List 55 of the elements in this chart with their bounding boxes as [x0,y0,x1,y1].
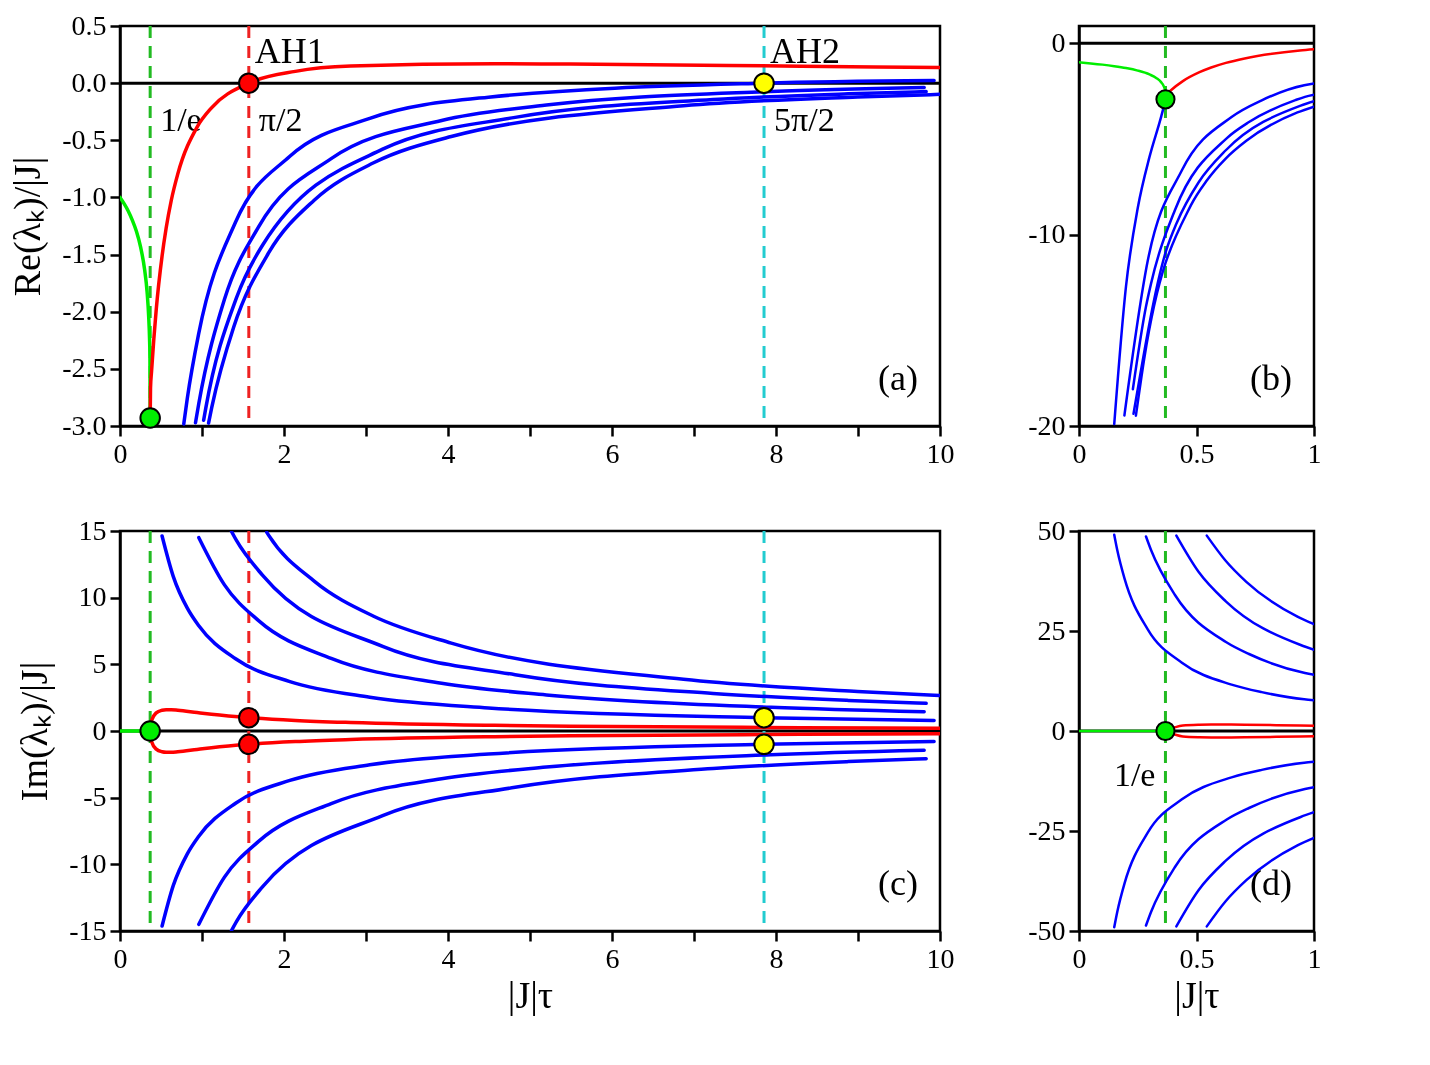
annotation: AH1 [254,31,325,72]
x-tick-label: 1 [1307,942,1322,974]
ref-line-label: 1/e [160,101,202,138]
y-tick-label: 0 [92,714,107,746]
annotation: (c) [878,863,918,903]
annotation: (d) [1250,863,1292,903]
x-tick-label: 1 [1307,437,1322,469]
y-tick-label: -1.0 [62,180,107,212]
x-tick-label: 2 [277,942,292,974]
x-tick-label: 0 [113,942,128,974]
y-tick-label: -25 [1028,814,1066,846]
y-tick-label: -20 [1028,409,1066,441]
y-tick-label: -10 [1028,218,1066,250]
x-tick-label: 4 [441,942,456,974]
annotation: (b) [1250,358,1292,398]
x-tick-label: 10 [926,942,955,974]
x-axis-title: |J|τ [507,973,554,1016]
x-tick-label: 8 [769,942,784,974]
x-tick-label: 0.5 [1179,437,1215,469]
x-tick-label: 4 [441,437,456,469]
x-tick-label: 0.5 [1179,942,1215,974]
x-tick-label: 0 [1072,942,1087,974]
ref-line-label: 1/e [1113,756,1156,793]
y-axis-title: Re(λₖ)/|J| [6,156,50,297]
x-axis-title: |J|τ [1174,973,1220,1016]
y-tick-label: -2.5 [62,352,107,384]
y-tick-label: 50 [1037,514,1066,546]
y-tick-label: 0 [1051,714,1066,746]
y-tick-label: -1.5 [62,238,107,270]
x-tick-label: 6 [605,437,620,469]
x-tick-label: 0 [1072,437,1087,469]
y-tick-label: 25 [1037,614,1066,646]
y-tick-label: 0.0 [71,66,107,98]
x-tick-label: 8 [769,437,784,469]
y-tick-label: -50 [1028,914,1066,946]
y-tick-label: 5 [92,647,107,679]
annotation: (a) [878,358,918,398]
x-tick-label: 10 [926,437,955,469]
y-axis-title: Im(λₖ)/|J| [13,661,57,802]
ref-line-label: π/2 [258,101,303,138]
x-tick-label: 6 [605,942,620,974]
y-tick-label: 15 [78,514,107,546]
ref-line-label: 5π/2 [774,101,835,138]
y-tick-label: 0 [1051,26,1066,58]
x-tick-label: 0 [113,437,128,469]
annotation: AH2 [770,31,841,72]
y-tick-label: -5 [83,781,107,813]
y-tick-label: -0.5 [62,123,107,155]
x-tick-label: 2 [277,437,292,469]
y-tick-label: -2.0 [62,295,107,327]
y-tick-label: -3.0 [62,409,107,441]
y-tick-label: 10 [78,581,107,613]
y-tick-label: -10 [69,847,107,879]
y-tick-label: -15 [69,914,107,946]
y-tick-label: 0.5 [71,9,107,41]
